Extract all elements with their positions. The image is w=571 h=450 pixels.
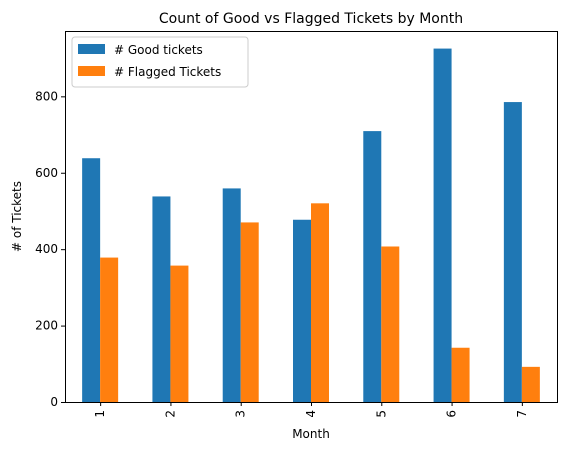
bars-group (82, 48, 540, 403)
legend-label: # Good tickets (114, 43, 203, 57)
bar-good-month-7 (503, 102, 522, 402)
chart-title: Count of Good vs Flagged Tickets by Mont… (159, 11, 463, 27)
bar-good-month-4 (293, 219, 311, 402)
legend-label: # Flagged Tickets (114, 65, 221, 79)
legend-box (71, 36, 249, 88)
plot-frame (65, 31, 558, 403)
y-tick-label: 200 (35, 319, 58, 333)
bar-good-month-1 (82, 158, 101, 402)
x-tick-label: 4 (304, 410, 318, 418)
bar-flagged-month-6 (451, 347, 470, 402)
bar-good-month-3 (222, 188, 241, 402)
x-axis: 1 2 3 4 5 6 7 (93, 402, 529, 418)
x-tick-label: 3 (234, 410, 248, 418)
legend-swatch (78, 66, 105, 76)
legend: # Good tickets # Flagged Tickets (71, 36, 249, 88)
x-tick-label: 6 (445, 410, 459, 418)
y-axis: 0 200 400 600 800 (35, 89, 65, 409)
x-tick-label: 1 (93, 410, 107, 418)
y-tick-label: 600 (35, 166, 58, 180)
bar-flagged-month-3 (240, 222, 259, 402)
bar-flagged-month-4 (311, 203, 329, 402)
bar-good-month-5 (363, 131, 382, 402)
legend-swatch (78, 44, 105, 54)
bar-flagged-month-1 (100, 257, 119, 402)
bar-good-month-2 (152, 196, 171, 402)
x-axis-label: Month (292, 427, 330, 441)
bar-flagged-month-7 (521, 366, 540, 402)
x-tick-label: 5 (374, 410, 388, 418)
bar-flagged-month-2 (170, 265, 189, 402)
bar-flagged-month-5 (381, 246, 400, 402)
y-tick-label: 800 (35, 89, 58, 103)
y-tick-label: 400 (35, 242, 58, 256)
bar-good-month-6 (433, 48, 452, 403)
x-tick-label: 2 (163, 410, 177, 418)
y-tick-label: 0 (50, 395, 58, 409)
x-tick-label: 7 (515, 410, 529, 418)
y-axis-label: # of Tickets (10, 181, 24, 252)
